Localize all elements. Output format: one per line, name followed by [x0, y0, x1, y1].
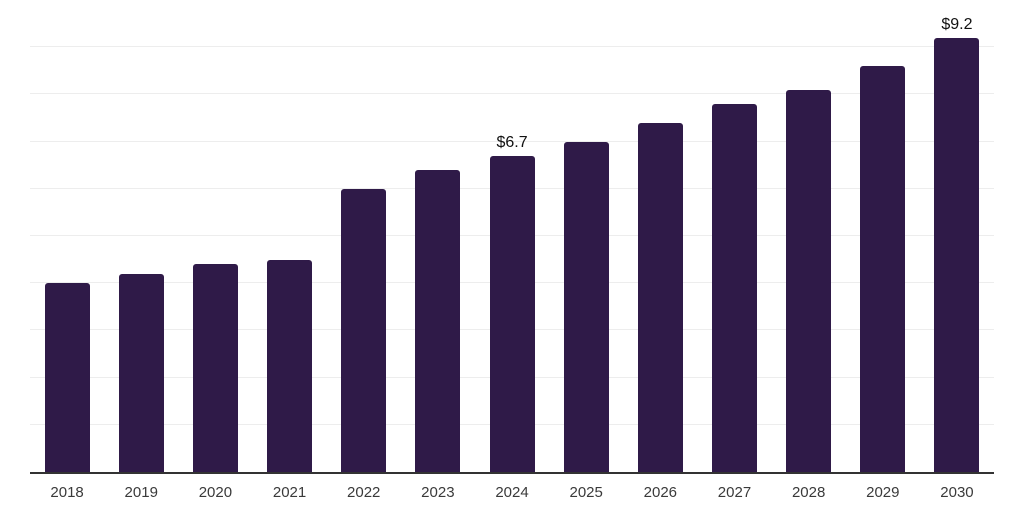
- bar-2023: [415, 169, 461, 472]
- gridline-8: [30, 93, 994, 95]
- x-tick-2030: 2030: [940, 484, 974, 501]
- x-tick-2029: 2029: [866, 484, 900, 501]
- x-tick-2023: 2023: [421, 484, 455, 501]
- x-tick-2024: 2024: [495, 484, 529, 501]
- bar-2027: [711, 103, 757, 472]
- x-tick-2022: 2022: [347, 484, 381, 501]
- x-tick-2020: 2020: [198, 484, 233, 501]
- x-tick-2026: 2026: [643, 484, 678, 501]
- bar-2030: $9.2: [934, 16, 980, 472]
- bar-slot-2020: [178, 0, 252, 472]
- bars-container: $6.7 $9.2: [30, 0, 994, 472]
- data-label-2024: $6.7: [496, 133, 528, 151]
- bar-2025: [563, 141, 609, 472]
- gridline-9: [30, 46, 994, 48]
- gridline-7: [30, 140, 994, 142]
- x-tick-2027: 2027: [717, 484, 752, 501]
- bar-2026: [637, 122, 683, 472]
- bar-2028: [786, 89, 832, 472]
- bar-2022: [341, 188, 387, 472]
- x-tick-2019: 2019: [124, 484, 158, 501]
- bar-slot-2022: [327, 0, 401, 472]
- x-tick-2018: 2018: [50, 484, 84, 501]
- bar-slot-2026: [623, 0, 697, 472]
- bar-2020: [192, 264, 238, 472]
- bar-slot-2018: [30, 0, 104, 472]
- bar-slot-2029: [846, 0, 920, 472]
- bar-2018: [44, 283, 90, 472]
- x-tick-2028: 2028: [791, 484, 826, 501]
- x-tick-2025: 2025: [569, 484, 603, 501]
- bar-slot-2019: [104, 0, 178, 472]
- bar-slot-2023: [401, 0, 475, 472]
- bar-2021: [267, 259, 313, 472]
- x-tick-2021: 2021: [272, 484, 307, 501]
- data-label-2030: $9.2: [941, 15, 973, 33]
- bar-2019: [118, 273, 164, 472]
- bar-2029: [860, 66, 906, 472]
- bar-slot-2030: $9.2: [920, 0, 994, 472]
- bar-slot-2021: [252, 0, 326, 472]
- bar-2024: $6.7: [489, 134, 535, 472]
- plot-area: $6.7 $9.2: [30, 0, 994, 474]
- bar-slot-2027: [697, 0, 771, 472]
- bar-slot-2025: [549, 0, 623, 472]
- bar-slot-2028: [772, 0, 846, 472]
- x-axis-labels: 2018 2019 2020 2021 2022 2023 2024 2025 2026 2027…: [30, 474, 994, 501]
- bar-slot-2024: $6.7: [475, 0, 549, 472]
